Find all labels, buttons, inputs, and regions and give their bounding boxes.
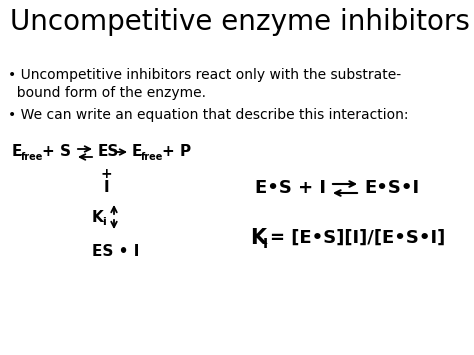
Text: +: + (100, 167, 112, 181)
Text: • We can write an equation that describe this interaction:: • We can write an equation that describe… (8, 108, 409, 122)
Text: Uncompetitive enzyme inhibitors: Uncompetitive enzyme inhibitors (10, 8, 470, 36)
Text: free: free (141, 152, 164, 162)
Text: K: K (250, 228, 266, 248)
Text: K: K (92, 209, 104, 224)
Text: ES • I: ES • I (92, 245, 139, 260)
Text: E•S•I: E•S•I (364, 179, 419, 197)
Text: = [E•S][I]/[E•S•I]: = [E•S][I]/[E•S•I] (270, 229, 445, 247)
Text: • Uncompetitive inhibitors react only with the substrate-
  bound form of the en: • Uncompetitive inhibitors react only wi… (8, 68, 401, 100)
Text: E•S + I: E•S + I (255, 179, 326, 197)
Text: ES: ES (98, 144, 119, 159)
Text: + S: + S (42, 144, 71, 159)
Text: I: I (263, 237, 268, 251)
Text: i: i (102, 217, 106, 227)
Text: I: I (103, 180, 109, 196)
Text: free: free (21, 152, 44, 162)
Text: + P: + P (162, 144, 191, 159)
Text: E: E (12, 144, 22, 159)
Text: E: E (132, 144, 142, 159)
